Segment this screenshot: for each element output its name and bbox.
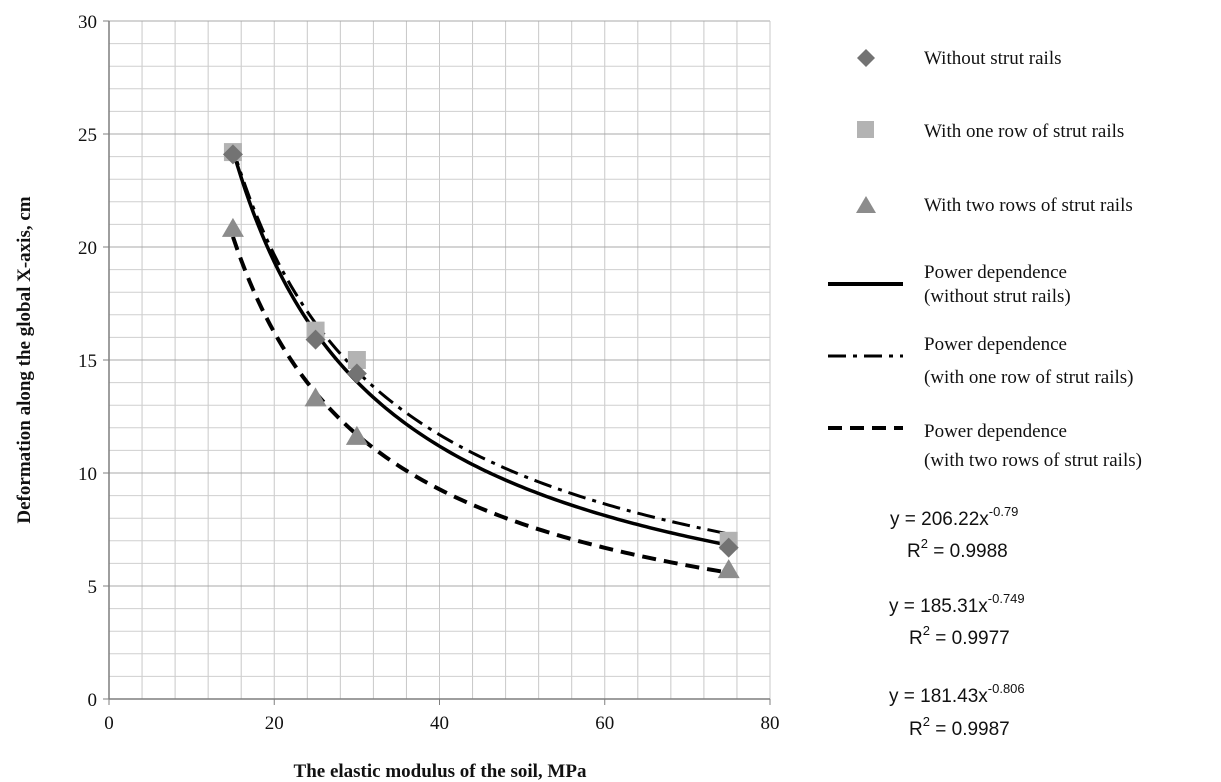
data-point-diamond [305, 329, 326, 350]
legend-label: With one row of strut rails [924, 121, 1124, 142]
legend-item-two-rows: With two rows of strut rails [856, 195, 1133, 216]
y-tick-label: 5 [88, 577, 98, 598]
legend-item-one-row: With one row of strut rails [857, 121, 1124, 142]
x-tick-label: 0 [104, 713, 114, 734]
data-point-triangle [304, 387, 327, 407]
r-squared-label: R [907, 541, 921, 562]
y-axis-title: Deformation along the global X-axis, cm [14, 196, 35, 523]
legend-item-trend-two-rows: Power dependence (with two rows of strut… [828, 421, 1142, 471]
r-squared-power: 2 [923, 623, 930, 638]
r-squared-power: 2 [923, 714, 930, 729]
data-point-diamond [346, 363, 367, 384]
data-markers [221, 143, 740, 579]
legend-label: Power dependence [924, 421, 1067, 442]
equation-exponent: -0.749 [988, 591, 1025, 606]
tick-labels: 0 5 10 15 20 25 30 0 20 40 60 80 [78, 12, 780, 734]
y-tick-label: 10 [78, 464, 97, 485]
x-tick-label: 60 [595, 713, 614, 734]
r-squared-power: 2 [921, 536, 928, 551]
y-tick-label: 0 [88, 690, 98, 711]
legend-item-without-strut-rails: Without strut rails [857, 48, 1062, 69]
equation-text: y = 185.31x-0.749 [889, 591, 1025, 617]
r-squared-label: R [909, 719, 923, 740]
legend-label: Without strut rails [924, 48, 1062, 69]
r-squared-text: R2 = 0.9977 [909, 623, 1010, 649]
legend-square-marker [857, 121, 874, 138]
equation-two-rows: y = 181.43x-0.806 R2 = 0.9987 [889, 681, 1025, 740]
legend-item-trend-without: Power dependence (without strut rails) [828, 262, 1071, 307]
y-tick-label: 25 [78, 125, 97, 146]
r-squared-label: R [909, 628, 923, 649]
axes [103, 20, 771, 705]
equation-base: y = 185.31x [889, 596, 988, 617]
grid [109, 20, 771, 699]
equation-base: y = 206.22x [890, 509, 989, 530]
r-squared-value: = 0.9977 [930, 628, 1010, 649]
legend-label: Power dependence [924, 334, 1067, 355]
x-axis-title: The elastic modulus of the soil, MPa [294, 761, 587, 782]
data-point-diamond [718, 537, 739, 558]
legend-label-detail: (with two rows of strut rails) [924, 450, 1142, 471]
data-point-triangle [221, 217, 244, 237]
data-point-triangle [717, 559, 740, 579]
legend-item-trend-one-row: Power dependence (with one row of strut … [828, 334, 1133, 388]
trendline-equations: y = 206.22x-0.79 R2 = 0.9988 y = 185.31x… [889, 504, 1025, 740]
legend-label: Power dependence [924, 262, 1067, 283]
x-tick-label: 40 [430, 713, 449, 734]
equation-without-strut-rails: y = 206.22x-0.79 R2 = 0.9988 [890, 504, 1018, 562]
r-squared-value: = 0.9987 [930, 719, 1010, 740]
x-tick-label: 20 [265, 713, 284, 734]
equation-one-row: y = 185.31x-0.749 R2 = 0.9977 [889, 591, 1025, 649]
y-tick-label: 20 [78, 238, 97, 259]
r-squared-text: R2 = 0.9987 [909, 714, 1010, 740]
x-tick-label: 80 [761, 713, 780, 734]
legend-diamond-marker [857, 49, 875, 67]
legend: Without strut rails With one row of stru… [828, 48, 1142, 471]
legend-triangle-marker [856, 196, 876, 213]
data-point-square [347, 351, 366, 369]
r-squared-text: R2 = 0.9988 [907, 536, 1008, 562]
r-squared-value: = 0.9988 [928, 541, 1008, 562]
data-point-triangle [345, 425, 368, 445]
legend-label-detail: (with one row of strut rails) [924, 367, 1133, 388]
equation-text: y = 206.22x-0.79 [890, 504, 1018, 530]
y-tick-label: 15 [78, 351, 97, 372]
data-point-diamond [222, 144, 243, 165]
equation-exponent: -0.79 [989, 504, 1019, 519]
equation-base: y = 181.43x [889, 686, 988, 707]
y-tick-label: 30 [78, 12, 97, 33]
equation-exponent: -0.806 [988, 681, 1025, 696]
legend-label: With two rows of strut rails [924, 195, 1133, 216]
legend-label-detail: (without strut rails) [924, 286, 1071, 307]
equation-text: y = 181.43x-0.806 [889, 681, 1025, 707]
